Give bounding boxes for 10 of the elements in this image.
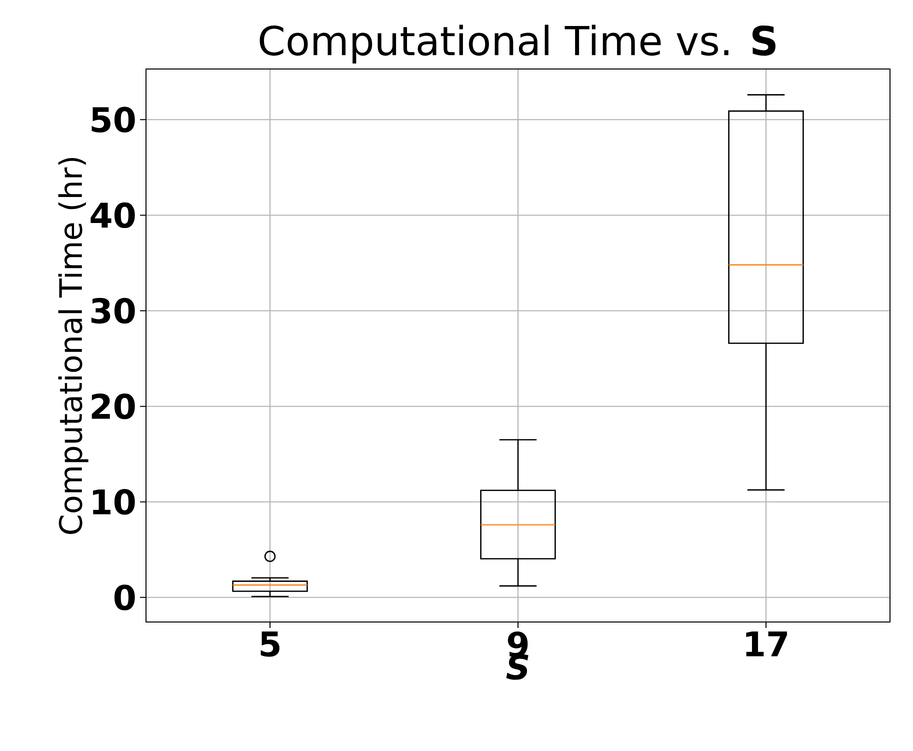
y-tick-label: 20 [92, 393, 135, 420]
x-tick-label: 5 [260, 632, 280, 657]
y-tick-label: 30 [91, 298, 135, 324]
y-tick-label: 10 [93, 489, 135, 515]
y-tick-label: 0 [114, 584, 135, 610]
y-axis-title: Computational Time (hr) [58, 158, 88, 534]
chart-title: Computational Time vs. S [260, 24, 776, 64]
x-tick-label: 17 [746, 632, 787, 656]
y-tick-label: 40 [90, 202, 135, 228]
y-tick-label: 50 [92, 106, 135, 132]
